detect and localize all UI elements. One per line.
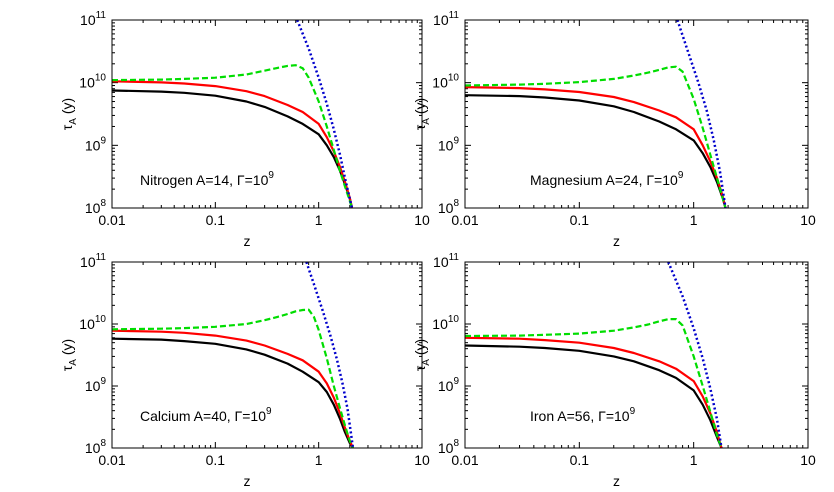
plot-frame xyxy=(111,19,423,209)
x-tick-label: 0.1 xyxy=(570,212,590,228)
y-tick-label: 109 xyxy=(438,135,460,153)
series-line-3 xyxy=(465,318,723,448)
x-tick-label: 10 xyxy=(414,212,430,228)
y-tick-label: 109 xyxy=(85,376,107,394)
panel-3: 0.01 0.1 1 10 108 109 1010 1011 z τA (y) Calcium A… xyxy=(59,252,430,489)
x-tick-label: 1 xyxy=(690,452,698,468)
x-axis-label: z xyxy=(244,473,251,489)
y-tick-label: 109 xyxy=(438,376,460,394)
y-tick-label: 1010 xyxy=(79,314,106,332)
x-tick-label: 1 xyxy=(690,212,698,228)
panel-1: 0.01 0.1 1 10 108 109 1010 1011 z τA (y) Nitrogen … xyxy=(59,10,430,249)
y-axis-label: τA (y) xyxy=(412,98,432,130)
series-line-4 xyxy=(676,20,727,208)
panel-annotation: Nitrogen A=14, Γ=109 xyxy=(140,170,274,188)
y-tick-label: 1011 xyxy=(80,10,106,28)
y-axis-label: τA (y) xyxy=(59,98,79,130)
series-line-2 xyxy=(112,80,354,208)
y-tick-label: 1011 xyxy=(80,252,106,270)
plot-frame xyxy=(464,19,809,209)
x-tick-label: 10 xyxy=(800,452,816,468)
x-axis-label: z xyxy=(613,233,620,249)
series-group xyxy=(112,262,355,448)
series-line-4 xyxy=(667,262,723,448)
series-line-2 xyxy=(465,336,723,448)
y-tick-label: 1011 xyxy=(433,252,459,270)
y-tick-label: 108 xyxy=(85,198,107,216)
series-line-3 xyxy=(465,65,727,208)
x-tick-label: 0.1 xyxy=(206,452,226,468)
y-tick-label: 108 xyxy=(438,198,460,216)
series-group xyxy=(465,20,727,208)
series-line-1 xyxy=(112,89,354,208)
x-tick-label: 0.01 xyxy=(451,452,478,468)
series-line-4 xyxy=(296,20,354,208)
x-tick-label: 0.01 xyxy=(98,212,125,228)
x-tick-label: 0.1 xyxy=(570,452,590,468)
panel-2: 0.01 0.1 1 10 108 109 1010 1011 z τA (y) Magnesium… xyxy=(412,10,816,249)
y-tick-label: 108 xyxy=(85,438,107,456)
x-axis-label: z xyxy=(244,233,251,249)
x-tick-label: 1 xyxy=(315,452,323,468)
series-line-1 xyxy=(465,344,723,448)
y-tick-label: 1010 xyxy=(79,73,106,91)
x-tick-label: 1 xyxy=(315,212,323,228)
panel-annotation: Magnesium A=24, Γ=109 xyxy=(530,170,684,188)
y-axis-label: τA (y) xyxy=(59,339,79,371)
panel-4: 0.01 0.1 1 10 108 109 1010 1011 z τA (y) Iron A=56… xyxy=(412,252,816,489)
x-tick-label: 10 xyxy=(414,452,430,468)
y-axis-label: τA (y) xyxy=(412,339,432,371)
panel-annotation: Calcium A=40, Γ=109 xyxy=(140,406,272,424)
series-line-2 xyxy=(465,86,727,208)
x-tick-label: 10 xyxy=(800,212,816,228)
y-tick-label: 109 xyxy=(85,135,107,153)
series-line-1 xyxy=(465,94,727,208)
y-tick-label: 108 xyxy=(438,438,460,456)
series-group xyxy=(112,20,354,208)
y-tick-label: 1011 xyxy=(433,10,459,28)
x-tick-label: 0.01 xyxy=(98,452,125,468)
x-tick-label: 0.01 xyxy=(451,212,478,228)
series-line-3 xyxy=(112,308,355,448)
x-tick-label: 0.1 xyxy=(206,212,226,228)
series-line-1 xyxy=(112,337,354,448)
panel-annotation: Iron A=56, Γ=109 xyxy=(530,406,636,424)
y-tick-label: 1010 xyxy=(432,314,459,332)
y-tick-label: 1010 xyxy=(432,73,459,91)
series-line-4 xyxy=(305,262,355,448)
plot-frame xyxy=(111,261,423,449)
plot-frame xyxy=(464,261,809,449)
series-line-2 xyxy=(112,329,355,448)
series-group xyxy=(465,262,723,448)
x-axis-label: z xyxy=(613,473,620,489)
